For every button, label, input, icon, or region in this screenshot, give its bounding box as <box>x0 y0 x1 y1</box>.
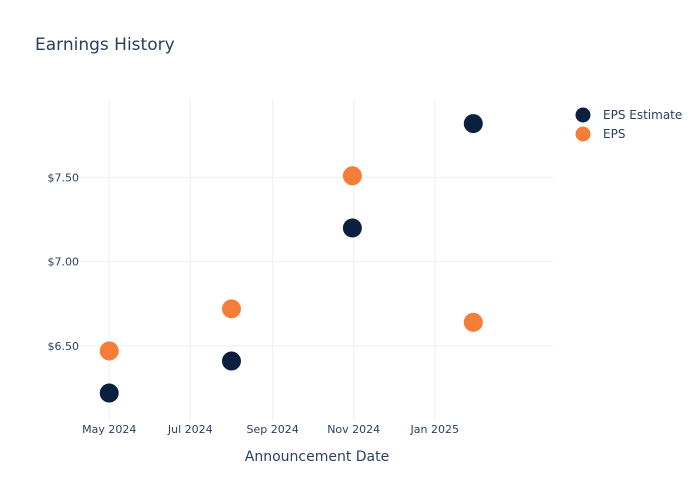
x-axis-title: Announcement Date <box>245 449 389 465</box>
data-point-eps[interactable] <box>221 299 241 319</box>
x-tick-label: Sep 2024 <box>247 423 299 436</box>
x-tick-label: May 2024 <box>82 423 136 436</box>
grid-layer <box>80 100 553 420</box>
data-point-eps-estimate[interactable] <box>342 218 362 238</box>
legend-label: EPS Estimate <box>603 108 682 122</box>
y-tick-label: $7.50 <box>48 171 80 184</box>
x-tick-label: Jul 2024 <box>167 423 213 436</box>
legend-marker <box>575 126 591 142</box>
data-point-eps[interactable] <box>99 341 119 361</box>
data-point-eps-estimate[interactable] <box>463 114 483 134</box>
legend-marker <box>575 107 591 123</box>
data-point-eps[interactable] <box>463 312 483 332</box>
y-tick-label: $7.00 <box>48 256 80 269</box>
data-point-eps-estimate[interactable] <box>99 383 119 403</box>
chart-title: Earnings History <box>35 35 175 55</box>
x-tick-label: Jan 2025 <box>410 423 459 436</box>
y-tick-label: $6.50 <box>48 340 80 353</box>
y-axis-ticks: $6.50 $7.00 $7.50 <box>48 171 80 352</box>
data-point-eps[interactable] <box>342 166 362 186</box>
x-axis-ticks: May 2024 Jul 2024 Sep 2024 Nov 2024 Jan 2025 <box>82 423 459 436</box>
legend: EPS Estimate EPS <box>575 107 682 142</box>
data-point-eps-estimate[interactable] <box>221 351 241 371</box>
x-tick-label: Nov 2024 <box>327 423 380 436</box>
data-points <box>99 114 483 403</box>
legend-label: EPS <box>603 127 625 141</box>
